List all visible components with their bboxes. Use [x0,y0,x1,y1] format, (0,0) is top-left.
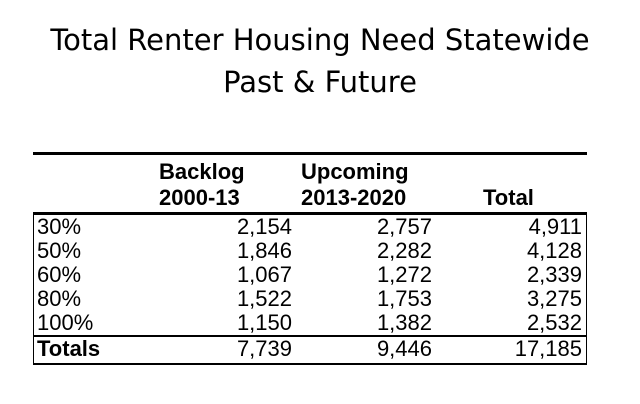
header-backlog-years: 2000-13 [159,185,240,210]
table-body: 30% 2,154 2,757 4,911 50% 1,846 2,282 4,… [33,215,587,365]
table-row: 50% 1,846 2,282 4,128 [34,239,586,263]
housing-need-table: Backlog 2000-13 Upcoming 2013-2020 Total… [33,152,587,365]
total-value: 2,532 [526,310,582,335]
grand-total: 17,185 [514,336,582,361]
row-label: 50% [37,238,82,263]
totals-row: Totals 7,739 9,446 17,185 [34,335,586,365]
row-label: 100% [37,310,94,335]
table-row: 80% 1,522 1,753 3,275 [34,287,586,311]
header-upcoming: Upcoming [301,159,409,184]
page-subtitle: Past & Future [223,65,417,99]
upcoming-value: 1,382 [376,310,432,335]
page-title: Total Renter Housing Need Statewide [50,23,590,57]
backlog-total: 7,739 [236,336,292,361]
upcoming-value: 1,753 [376,286,432,311]
backlog-value: 1,067 [236,262,292,287]
header-upcoming-years: 2013-2020 [301,185,407,210]
upcoming-value: 2,757 [376,214,432,239]
backlog-value: 2,154 [236,214,292,239]
total-value: 3,275 [526,286,582,311]
upcoming-value: 2,282 [376,238,432,263]
table-row: 60% 1,067 1,272 2,339 [34,263,586,287]
totals-label: Totals [37,336,101,361]
header-total: Total [483,185,534,210]
row-label: 60% [37,262,82,287]
table-row: 100% 1,150 1,382 2,532 [34,311,586,335]
backlog-value: 1,846 [236,238,292,263]
upcoming-total: 9,446 [376,336,432,361]
total-value: 2,339 [526,262,582,287]
backlog-value: 1,522 [236,286,292,311]
row-label: 30% [37,214,82,239]
backlog-value: 1,150 [236,310,292,335]
table-header: Backlog 2000-13 Upcoming 2013-2020 Total [33,155,587,215]
total-value: 4,128 [526,238,582,263]
upcoming-value: 1,272 [376,262,432,287]
total-value: 4,911 [528,214,582,239]
header-backlog: Backlog [159,159,245,184]
row-label: 80% [37,286,82,311]
table-row: 30% 2,154 2,757 4,911 [34,215,586,239]
